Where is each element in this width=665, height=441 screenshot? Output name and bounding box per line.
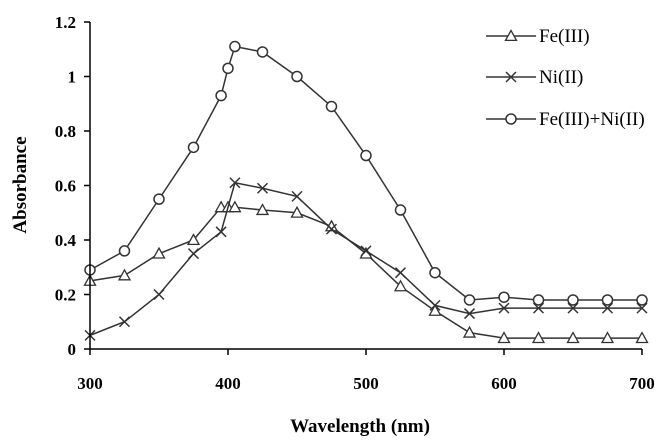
legend: Fe(III) Ni(II) Fe(III)+Ni(II)	[486, 26, 645, 130]
circle-marker	[532, 294, 545, 306]
triangle-marker	[566, 331, 580, 344]
x-marker	[291, 190, 303, 202]
x-marker	[463, 308, 476, 320]
circle-marker	[325, 100, 338, 113]
x-marker	[394, 267, 407, 279]
triangle-marker	[600, 331, 615, 344]
y-tick-label: 1	[68, 68, 77, 87]
y-tick-label: 0	[68, 340, 77, 359]
circle-marker	[360, 149, 372, 162]
y-tick-label: 0.2	[55, 286, 76, 305]
circle-marker	[153, 193, 165, 205]
x-marker	[215, 226, 227, 238]
triangle-marker	[393, 279, 408, 292]
x-marker	[118, 316, 131, 328]
x-marker	[325, 223, 338, 235]
x-axis-title: Wavelength (nm)	[290, 416, 430, 437]
x-marker	[360, 245, 372, 257]
circle-marker	[636, 294, 648, 306]
x-marker	[532, 302, 545, 314]
triangle-marker	[255, 203, 270, 216]
series-line	[89, 181, 642, 337]
triangle-marker	[497, 331, 511, 344]
triangle-marker	[531, 331, 546, 344]
circle-marker	[429, 266, 441, 279]
triangle-marker	[152, 246, 166, 259]
circle-marker	[215, 89, 227, 102]
circle-marker	[505, 113, 517, 125]
x-marker	[187, 248, 200, 260]
x-marker	[601, 302, 614, 314]
x-tick-label: 600	[491, 374, 517, 393]
x-marker	[636, 302, 648, 314]
series-line	[89, 206, 642, 339]
triangle-marker	[228, 200, 242, 213]
ticks: 0 0.2 0.4 0.6 0.8 1 1.2 300 400 500 600 700	[55, 13, 655, 393]
y-tick-label: 0.4	[55, 231, 77, 250]
circle-marker	[567, 294, 579, 306]
circle-marker	[229, 40, 241, 53]
legend-label: Fe(III)	[539, 26, 590, 47]
series-triangle	[83, 200, 649, 344]
x-marker	[429, 299, 441, 311]
circle-marker	[118, 245, 131, 257]
x-marker	[229, 177, 241, 189]
circle-marker	[601, 294, 614, 306]
y-tick-label: 0.8	[55, 122, 76, 141]
series-x	[84, 177, 648, 341]
series-circle	[84, 40, 648, 306]
triangle-marker	[290, 205, 304, 218]
x-marker	[505, 71, 517, 83]
triangle-marker	[186, 233, 201, 246]
y-tick-label: 1.2	[55, 13, 76, 32]
legend-item: Fe(III)	[486, 26, 590, 47]
y-tick-label: 0.6	[55, 177, 76, 196]
x-tick-label: 500	[353, 374, 379, 393]
x-tick-label: 300	[77, 374, 103, 393]
x-marker	[153, 288, 165, 301]
legend-label: Fe(III)+Ni(II)	[539, 109, 645, 130]
circle-marker	[291, 70, 303, 83]
circle-marker	[222, 62, 234, 75]
x-marker	[567, 302, 579, 314]
circle-marker	[187, 141, 200, 154]
triangle-marker	[117, 268, 132, 281]
circle-marker	[256, 46, 269, 58]
plot-area	[83, 40, 649, 344]
legend-item: Ni(II)	[486, 67, 583, 88]
x-tick-label: 400	[215, 374, 241, 393]
x-tick-label: 700	[629, 374, 655, 393]
x-marker	[498, 302, 510, 314]
triangle-marker	[504, 29, 518, 42]
triangle-marker	[635, 331, 649, 344]
y-axis-title: Absorbance	[10, 136, 31, 233]
triangle-marker	[428, 304, 442, 316]
circle-marker	[394, 204, 407, 216]
legend-item: Fe(III)+Ni(II)	[486, 109, 645, 130]
legend-label: Ni(II)	[539, 67, 583, 88]
x-marker	[256, 182, 269, 194]
circle-marker	[463, 294, 476, 306]
triangle-marker	[462, 325, 477, 338]
circle-marker	[498, 291, 510, 303]
